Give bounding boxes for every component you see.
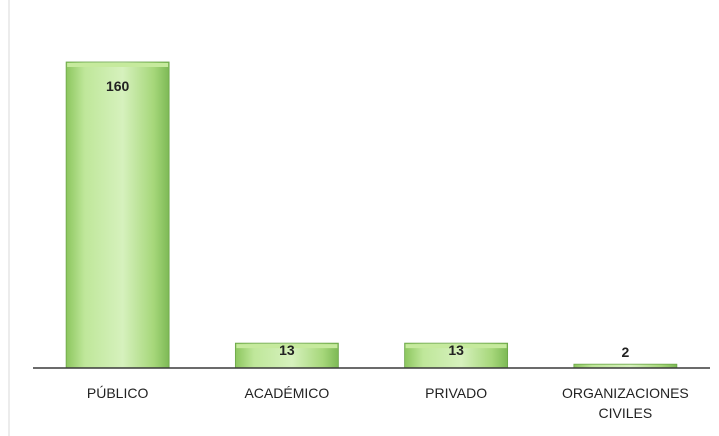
data-label: 2	[621, 344, 629, 360]
category-label: ACADÉMICO	[244, 385, 329, 401]
category-label: PÚBLICO	[87, 385, 149, 401]
labels-layer: 160 PÚBLICO 13 ACADÉMICO 13 PRIVADO 2 ORGANIZAC…	[87, 78, 689, 421]
category-label: PRIVADO	[425, 385, 487, 401]
bar	[65, 61, 170, 369]
data-label: 13	[448, 342, 464, 358]
category-label: CIVILES	[599, 405, 653, 421]
data-label: 160	[106, 78, 130, 94]
bar-top-highlight	[236, 344, 338, 349]
bars-layer	[65, 61, 678, 369]
bar-top-highlight	[67, 63, 169, 67]
data-label: 13	[279, 342, 295, 358]
category-label: ORGANIZACIONES	[562, 385, 689, 401]
bar-top-highlight	[405, 344, 507, 349]
